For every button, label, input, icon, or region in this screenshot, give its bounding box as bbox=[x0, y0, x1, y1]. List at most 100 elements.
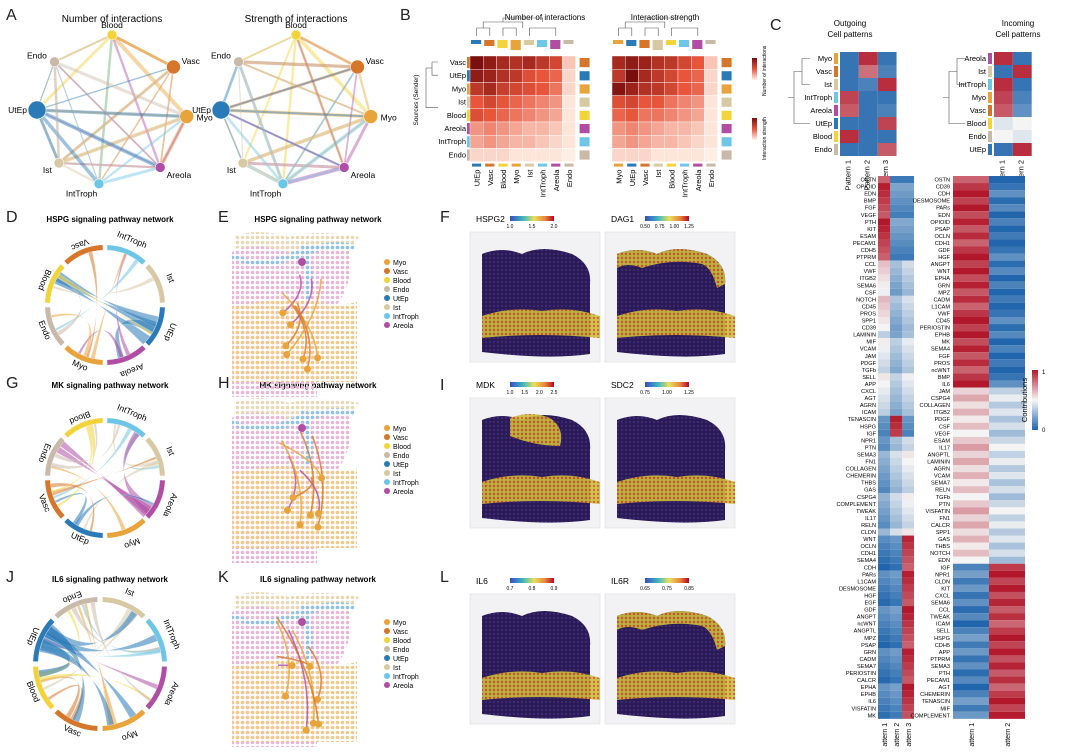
contribution-cell bbox=[989, 239, 1025, 246]
in-signal-label: CDH1 bbox=[935, 241, 950, 247]
heatmap-cell bbox=[549, 96, 562, 109]
contribution-cell bbox=[890, 627, 902, 634]
contribution-cell bbox=[953, 500, 989, 507]
heatmap-cell bbox=[678, 96, 691, 109]
in-signal-label: ANGPTL bbox=[928, 452, 950, 458]
heatmap-cell bbox=[496, 148, 509, 161]
contribution-cell bbox=[902, 211, 914, 218]
out-signal-label: GRN bbox=[864, 650, 876, 656]
heatmap-cell bbox=[612, 148, 625, 161]
contribution-cell bbox=[953, 458, 989, 465]
row-color-bar bbox=[580, 124, 590, 133]
in-signal-label: TENASCIN bbox=[922, 699, 950, 705]
spatial-legend-swatch bbox=[384, 322, 390, 328]
heatmap-cell bbox=[691, 96, 704, 109]
spatial-node bbox=[315, 510, 322, 517]
pattern-cell bbox=[878, 91, 897, 104]
contribution-cell bbox=[953, 486, 989, 493]
out-pattern-label: Pattern 2 bbox=[894, 723, 901, 747]
contribution-colorbar-min: 0 bbox=[1042, 428, 1046, 434]
pattern-row-label: Blood bbox=[813, 132, 832, 141]
heatmap-cell bbox=[523, 82, 536, 95]
contribution-cell bbox=[953, 402, 989, 409]
in-signal-label: VCAM bbox=[934, 474, 951, 480]
in-signal-label: PSAP bbox=[935, 227, 950, 233]
contribution-cell bbox=[989, 698, 1025, 705]
contribution-cell bbox=[989, 571, 1025, 578]
contribution-cell bbox=[953, 585, 989, 592]
heatmap-cell bbox=[523, 69, 536, 82]
panel-letter-f: F bbox=[440, 209, 450, 226]
contribution-cell bbox=[989, 564, 1025, 571]
out-signal-label: COLLAGEN bbox=[846, 467, 876, 473]
contribution-cell bbox=[890, 402, 902, 409]
in-signal-label: COMPLEMENT bbox=[911, 713, 951, 719]
contribution-cell bbox=[878, 296, 890, 303]
spatial-legend-swatch bbox=[384, 637, 390, 643]
heatmap-cell bbox=[523, 135, 536, 148]
contribution-cell bbox=[953, 388, 989, 395]
contribution-cell bbox=[890, 543, 902, 550]
contribution-cell bbox=[878, 275, 890, 282]
contribution-cell bbox=[890, 698, 902, 705]
contribution-cell bbox=[890, 437, 902, 444]
heatmap-cell bbox=[665, 96, 678, 109]
contribution-cell bbox=[989, 479, 1025, 486]
out-signal-label: WNT bbox=[863, 537, 876, 543]
spatial-networks: MyoVascBloodEndoUtEpIstIntTrophAreolaMyo… bbox=[232, 232, 419, 747]
contribution-cell bbox=[989, 451, 1025, 458]
contribution-cell bbox=[878, 430, 890, 437]
contribution-cell bbox=[890, 204, 902, 211]
contribution-cell bbox=[902, 183, 914, 190]
contribution-cell bbox=[878, 550, 890, 557]
contribution-cell bbox=[902, 620, 914, 627]
contribution-cell bbox=[902, 571, 914, 578]
row-color-bar bbox=[580, 84, 590, 93]
spatial-node bbox=[318, 474, 325, 481]
contribution-cell bbox=[953, 465, 989, 472]
contribution-cell bbox=[902, 317, 914, 324]
pattern-row-label: IntTroph bbox=[804, 93, 832, 102]
tissue-spots bbox=[482, 249, 590, 357]
contribution-cell bbox=[902, 670, 914, 677]
contribution-cell bbox=[953, 303, 989, 310]
colorbar-tick: 0.7 bbox=[507, 586, 514, 592]
in-signal-label: SEMA4 bbox=[931, 347, 950, 353]
network-edge bbox=[239, 62, 358, 67]
out-signal-label: SEMA7 bbox=[857, 664, 876, 670]
contribution-cell bbox=[902, 458, 914, 465]
contribution-colorbar bbox=[1032, 370, 1038, 430]
contribution-cell bbox=[989, 183, 1025, 190]
heatmap-cell bbox=[612, 109, 625, 122]
panel-b-title-1: Number of interactions bbox=[505, 13, 585, 22]
heatmap-cell bbox=[470, 109, 483, 122]
heatmap-cell bbox=[496, 82, 509, 95]
contribution-cell bbox=[878, 514, 890, 521]
spatial-legend-label: UtEp bbox=[393, 296, 409, 303]
column-color-tag bbox=[525, 164, 534, 167]
contribution-cell bbox=[953, 662, 989, 669]
panel-d-title: HSPG signaling pathway network bbox=[46, 215, 174, 224]
heatmap-cell bbox=[612, 122, 625, 135]
network-node-label: IntTroph bbox=[66, 189, 98, 199]
colorbar-tick: 0.75 bbox=[662, 586, 672, 592]
in-signal-label: JAM bbox=[939, 389, 951, 395]
heatmap-cell bbox=[678, 69, 691, 82]
contribution-cell bbox=[953, 423, 989, 430]
in-signal-label: CSPG4 bbox=[931, 396, 950, 402]
pattern-col-label: Pattern 1 bbox=[843, 160, 852, 190]
in-signal-label: KIT bbox=[941, 586, 950, 592]
out-signal-label: TGFb bbox=[862, 368, 876, 374]
out-signal-label: THBS bbox=[861, 481, 876, 487]
spatial-legend-swatch bbox=[384, 443, 390, 449]
contribution-cell bbox=[902, 239, 914, 246]
heatmap-cell bbox=[625, 148, 638, 161]
contribution-cell bbox=[989, 176, 1025, 183]
panel-letter-e: E bbox=[218, 209, 229, 226]
heatmap-cell bbox=[625, 69, 638, 82]
contribution-cell bbox=[902, 536, 914, 543]
out-signal-label: CALCR bbox=[857, 678, 876, 684]
contribution-cell bbox=[953, 641, 989, 648]
in-signal-label: TWEAK bbox=[930, 615, 950, 621]
